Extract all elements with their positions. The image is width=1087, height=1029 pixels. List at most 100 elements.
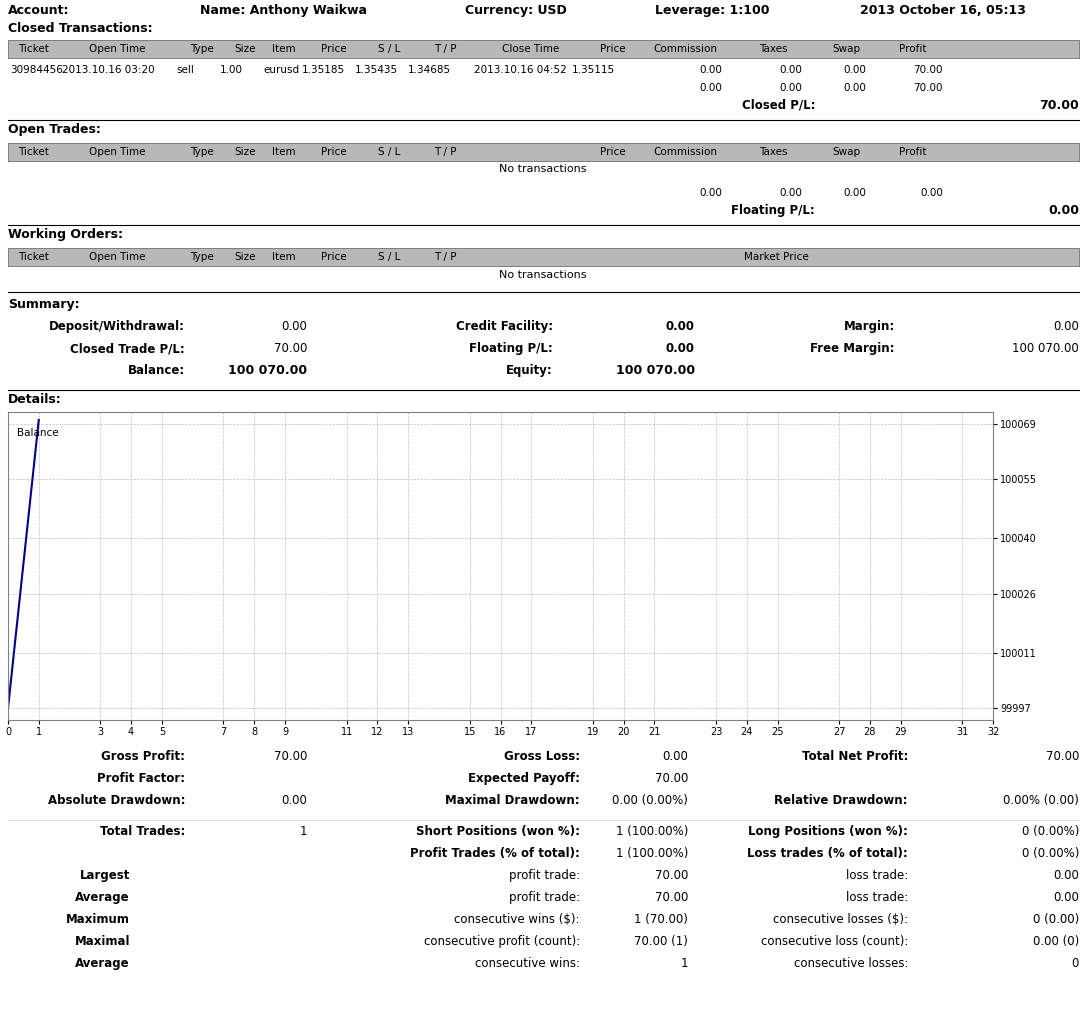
Text: 70.00: 70.00: [654, 891, 688, 904]
Text: 0.00: 0.00: [844, 83, 866, 93]
Text: 1.35115: 1.35115: [572, 65, 615, 75]
Text: Open Time: Open Time: [89, 147, 146, 157]
Text: Margin:: Margin:: [844, 320, 895, 333]
Text: 0.00: 0.00: [699, 188, 722, 198]
Text: 70.00 (1): 70.00 (1): [634, 935, 688, 948]
Text: 1 (100.00%): 1 (100.00%): [615, 847, 688, 860]
Text: 1.34685: 1.34685: [408, 65, 451, 75]
Text: consecutive loss (count):: consecutive loss (count):: [761, 935, 908, 948]
Text: Long Positions (won %):: Long Positions (won %):: [748, 825, 908, 838]
Text: Maximum: Maximum: [66, 913, 130, 926]
Text: 0.00: 0.00: [662, 750, 688, 762]
Text: Absolute Drawdown:: Absolute Drawdown:: [48, 794, 185, 807]
Text: 100 070.00: 100 070.00: [228, 364, 307, 377]
Text: Average: Average: [75, 891, 130, 904]
Text: 1: 1: [300, 825, 307, 838]
Text: Name: Anthony Waikwa: Name: Anthony Waikwa: [200, 4, 367, 17]
Text: 70.00: 70.00: [913, 65, 944, 75]
Text: Total Net Profit:: Total Net Profit:: [801, 750, 908, 762]
Text: 0.00: 0.00: [282, 320, 307, 333]
Text: 0.00 (0): 0.00 (0): [1033, 935, 1079, 948]
Text: 70.00: 70.00: [274, 750, 307, 762]
Text: Item: Item: [272, 147, 296, 157]
Text: Type: Type: [189, 147, 213, 157]
Text: Closed Transactions:: Closed Transactions:: [8, 22, 152, 35]
Text: 0.00: 0.00: [1048, 204, 1079, 217]
Text: Deposit/Withdrawal:: Deposit/Withdrawal:: [49, 320, 185, 333]
Text: Price: Price: [600, 44, 626, 54]
Text: Ticket: Ticket: [18, 147, 49, 157]
Text: Price: Price: [321, 252, 347, 262]
Text: Gross Loss:: Gross Loss:: [504, 750, 580, 762]
Text: Ticket: Ticket: [18, 252, 49, 262]
Text: S / L: S / L: [378, 252, 400, 262]
Text: Profit: Profit: [899, 147, 926, 157]
Text: Price: Price: [321, 147, 347, 157]
Text: 70.00: 70.00: [1039, 99, 1079, 112]
Text: 0.00: 0.00: [1053, 320, 1079, 333]
Text: eurusd: eurusd: [263, 65, 299, 75]
Text: T / P: T / P: [434, 44, 457, 54]
Text: Item: Item: [272, 44, 296, 54]
Text: Currency: USD: Currency: USD: [465, 4, 566, 17]
Text: 0 (0.00%): 0 (0.00%): [1022, 847, 1079, 860]
Text: Loss trades (% of total):: Loss trades (% of total):: [747, 847, 908, 860]
Text: Taxes: Taxes: [759, 147, 787, 157]
Text: T / P: T / P: [434, 252, 457, 262]
Text: Open Trades:: Open Trades:: [8, 123, 101, 136]
Text: Commission: Commission: [653, 44, 717, 54]
Text: consecutive wins ($):: consecutive wins ($):: [454, 913, 580, 926]
Text: 0.00: 0.00: [1053, 870, 1079, 882]
Text: Swap: Swap: [832, 147, 860, 157]
Text: 0 (0.00%): 0 (0.00%): [1022, 825, 1079, 838]
Text: Closed P/L:: Closed P/L:: [741, 99, 815, 112]
Text: Profit: Profit: [899, 44, 926, 54]
Text: Maximal: Maximal: [75, 935, 130, 948]
Text: Closed Trade P/L:: Closed Trade P/L:: [71, 342, 185, 355]
Text: Ticket: Ticket: [18, 44, 49, 54]
Text: Close Time: Close Time: [502, 44, 560, 54]
Text: Short Positions (won %):: Short Positions (won %):: [416, 825, 580, 838]
Text: loss trade:: loss trade:: [846, 891, 908, 904]
Text: Profit Trades (% of total):: Profit Trades (% of total):: [410, 847, 580, 860]
Text: Taxes: Taxes: [759, 44, 787, 54]
Text: 70.00: 70.00: [274, 342, 307, 355]
Text: 2013.10.16 03:20: 2013.10.16 03:20: [62, 65, 154, 75]
Bar: [8, 40, 1079, 58]
Text: Size: Size: [235, 252, 255, 262]
Text: 1 (70.00): 1 (70.00): [634, 913, 688, 926]
Text: Account:: Account:: [8, 4, 70, 17]
Text: 70.00: 70.00: [654, 870, 688, 882]
Text: Gross Profit:: Gross Profit:: [101, 750, 185, 762]
Text: 70.00: 70.00: [1046, 750, 1079, 762]
Text: Equity:: Equity:: [507, 364, 553, 377]
Text: Floating P/L:: Floating P/L:: [732, 204, 815, 217]
Text: 2013 October 16, 05:13: 2013 October 16, 05:13: [860, 4, 1026, 17]
Text: Leverage: 1:100: Leverage: 1:100: [655, 4, 770, 17]
Text: 1.35435: 1.35435: [354, 65, 398, 75]
Text: Details:: Details:: [8, 393, 62, 406]
Text: consecutive losses:: consecutive losses:: [794, 957, 908, 970]
Bar: [8, 143, 1079, 161]
Text: 0.00: 0.00: [779, 65, 802, 75]
Text: Balance: Balance: [17, 428, 59, 437]
Text: 0: 0: [1072, 957, 1079, 970]
Text: 0.00: 0.00: [1053, 891, 1079, 904]
Text: Type: Type: [189, 252, 213, 262]
Text: S / L: S / L: [378, 147, 400, 157]
Text: Largest: Largest: [79, 870, 130, 882]
Text: 1.35185: 1.35185: [302, 65, 345, 75]
Text: Swap: Swap: [832, 44, 860, 54]
Text: S / L: S / L: [378, 44, 400, 54]
Text: 0.00: 0.00: [699, 65, 722, 75]
Text: 0.00% (0.00): 0.00% (0.00): [1003, 794, 1079, 807]
Text: 1: 1: [680, 957, 688, 970]
Text: 100 070.00: 100 070.00: [616, 364, 695, 377]
Text: 0.00: 0.00: [779, 83, 802, 93]
Bar: [8, 248, 1079, 267]
Text: 0.00: 0.00: [779, 188, 802, 198]
Text: Open Time: Open Time: [89, 44, 146, 54]
Text: Balance:: Balance:: [128, 364, 185, 377]
Text: Size: Size: [235, 147, 255, 157]
Text: Profit Factor:: Profit Factor:: [97, 772, 185, 785]
